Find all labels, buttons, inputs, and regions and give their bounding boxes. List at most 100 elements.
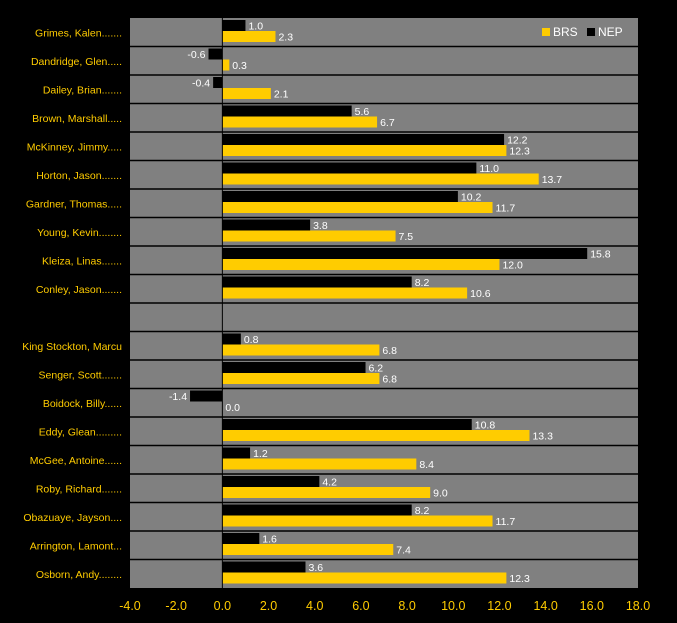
- category-label: Grimes, Kalen.......: [35, 27, 122, 39]
- bar-nep: [222, 219, 311, 231]
- category-label: Conley, Jason.......: [36, 284, 122, 296]
- x-tick-label: 4.0: [306, 599, 323, 613]
- bar-nep: [222, 476, 320, 487]
- bar-nep: [222, 20, 246, 31]
- bar-brs: [222, 373, 380, 384]
- data-label-nep: 1.0: [248, 21, 263, 33]
- category-label: Young, Kevin........: [37, 227, 122, 239]
- x-tick-label: 18.0: [626, 599, 650, 613]
- data-label-nep: 0.8: [244, 334, 259, 346]
- data-label-brs: 7.4: [396, 545, 411, 557]
- data-label-brs: 6.8: [382, 374, 397, 386]
- bar-brs: [222, 230, 396, 242]
- category-label: Kleiza, Linas.......: [42, 255, 122, 267]
- data-label-brs: 11.7: [496, 516, 516, 528]
- data-label-nep: 3.8: [313, 220, 328, 232]
- data-label-nep: 8.2: [415, 277, 430, 289]
- category-label: Dailey, Brian.......: [43, 84, 122, 96]
- x-tick-label: 12.0: [487, 599, 511, 613]
- bar-brs: [222, 202, 493, 213]
- legend-swatch-nep: [587, 28, 595, 36]
- bar-nep: [213, 77, 223, 88]
- legend-swatch-brs: [542, 28, 550, 36]
- category-label: Brown, Marshall.....: [32, 113, 122, 125]
- x-tick-label: 10.0: [441, 599, 465, 613]
- data-label-brs: 13.7: [542, 174, 563, 186]
- x-tick-label: 2.0: [260, 599, 277, 613]
- bar-brs: [222, 31, 276, 42]
- data-label-nep: 5.6: [355, 106, 370, 118]
- data-label-brs: 8.4: [419, 459, 434, 471]
- data-label-nep: 3.6: [308, 562, 323, 574]
- bars-group: 1.0 -0.6 -0.4 5.6 12.2 11.0 10.2 3.8 15.8 8.2 0.8 6…: [169, 20, 611, 585]
- category-label: Horton, Jason.......: [36, 170, 122, 182]
- bar-nep: [222, 419, 472, 430]
- bar-brs: [222, 487, 431, 498]
- bar-brs: [222, 458, 417, 470]
- bar-brs: [222, 116, 378, 128]
- data-label-brs: 6.8: [382, 345, 397, 357]
- bar-nep: [222, 105, 352, 117]
- bar-nep: [222, 134, 505, 145]
- bar-brs: [222, 259, 500, 270]
- data-label-brs: 12.0: [502, 260, 523, 272]
- data-label-brs: 9.0: [433, 488, 448, 500]
- bar-nep: [222, 333, 241, 345]
- bar-brs: [222, 544, 394, 555]
- data-label-nep: 1.2: [253, 448, 268, 460]
- x-tick-label: -2.0: [165, 599, 187, 613]
- x-tick-label: 6.0: [352, 599, 369, 613]
- legend: BRS NEP: [542, 25, 623, 39]
- x-tick-label: 0.0: [214, 599, 231, 613]
- bar-brs: [222, 59, 230, 71]
- data-label-brs: 13.3: [532, 431, 553, 443]
- bar-nep: [222, 191, 458, 202]
- data-label-brs: 7.5: [399, 231, 414, 243]
- category-label: Boidock, Billy......: [43, 398, 122, 410]
- data-label-brs: 12.3: [509, 146, 530, 158]
- data-label-brs: 6.7: [380, 117, 395, 129]
- category-label: Roby, Richard.......: [36, 483, 122, 495]
- row-separators: [130, 45, 638, 561]
- bar-brs: [222, 173, 539, 185]
- bar-brs: [222, 88, 271, 99]
- category-label: King Stockton, Marcu: [22, 341, 122, 353]
- category-label: Dandridge, Glen.....: [31, 56, 122, 68]
- bar-brs: [222, 572, 507, 584]
- data-label-nep: 12.2: [507, 135, 528, 147]
- category-label: Eddy, Glean.........: [39, 426, 122, 438]
- data-label-brs: 11.7: [496, 203, 516, 215]
- category-label: Gardner, Thomas.....: [26, 198, 122, 210]
- data-label-nep: 1.6: [262, 534, 277, 546]
- data-label-nep: 4.2: [322, 477, 337, 489]
- bar-brs: [222, 515, 493, 527]
- category-label: Obazuaye, Jayson....: [23, 512, 122, 524]
- bar-nep: [222, 447, 251, 459]
- category-label: Arrington, Lamont...: [30, 540, 122, 552]
- data-label-brs: 2.3: [278, 32, 293, 44]
- bar-nep: [190, 390, 223, 402]
- data-label-brs: 0.3: [232, 60, 247, 72]
- x-tick-label: 14.0: [533, 599, 557, 613]
- legend-label-nep: NEP: [598, 25, 623, 39]
- legend-label-brs: BRS: [553, 25, 578, 39]
- bar-nep: [222, 248, 588, 259]
- data-label-nep: -0.4: [192, 78, 210, 90]
- x-tick-label: 8.0: [398, 599, 415, 613]
- x-tick-label: -4.0: [119, 599, 141, 613]
- bar-nep: [208, 48, 223, 60]
- bar-brs: [222, 344, 380, 356]
- data-label-nep: 8.2: [415, 505, 430, 517]
- bar-nep: [222, 504, 412, 516]
- data-label-nep: -1.4: [169, 391, 187, 403]
- data-label-nep: 10.2: [461, 192, 482, 204]
- data-label-brs: 10.6: [470, 288, 491, 300]
- x-tick-labels: -4.0 -2.0 0.0 2.0 4.0 6.0 8.0 10.0 12.0 14.0 16.0 1…: [119, 599, 650, 613]
- bar-nep: [222, 561, 306, 573]
- data-label-nep: 6.2: [369, 363, 384, 375]
- bar-nep: [222, 276, 412, 288]
- x-tick-label: 16.0: [580, 599, 604, 613]
- data-label-brs: 0.0: [225, 402, 240, 414]
- category-label: McKinney, Jimmy.....: [27, 141, 122, 153]
